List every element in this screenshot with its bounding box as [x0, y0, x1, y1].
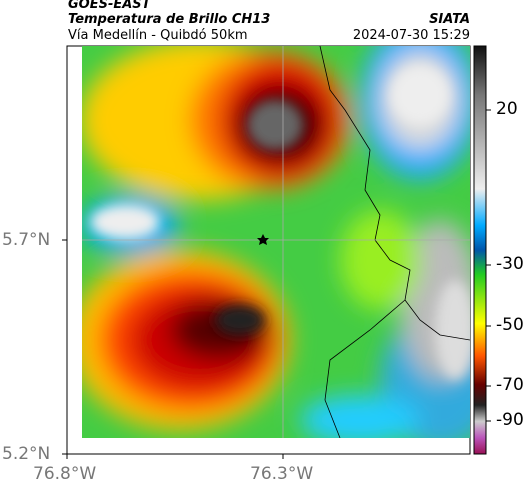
lat-label: 5.7°N [2, 230, 51, 250]
route: Vía Medellín - Quibdó 50km [68, 28, 248, 43]
colorbar-label: 20 [496, 99, 518, 119]
colorbar [473, 45, 487, 455]
colorbar-label: -50 [496, 315, 524, 335]
title: GOES-EAST [68, 0, 151, 12]
colorbar-label: -70 [496, 375, 524, 395]
colorbar-label: -90 [496, 410, 524, 430]
colorbar-label: -30 [496, 254, 524, 274]
lon-label: 76.8°W [33, 464, 97, 484]
subtitle: Temperatura de Brillo CH13 [68, 12, 271, 27]
lat-label: 5.2°N [2, 444, 51, 464]
timestamp: 2024-07-30 15:29 [352, 28, 470, 43]
lon-label: 76.3°W [250, 464, 314, 484]
source: SIATA [429, 12, 470, 27]
brightness-field [82, 46, 470, 438]
